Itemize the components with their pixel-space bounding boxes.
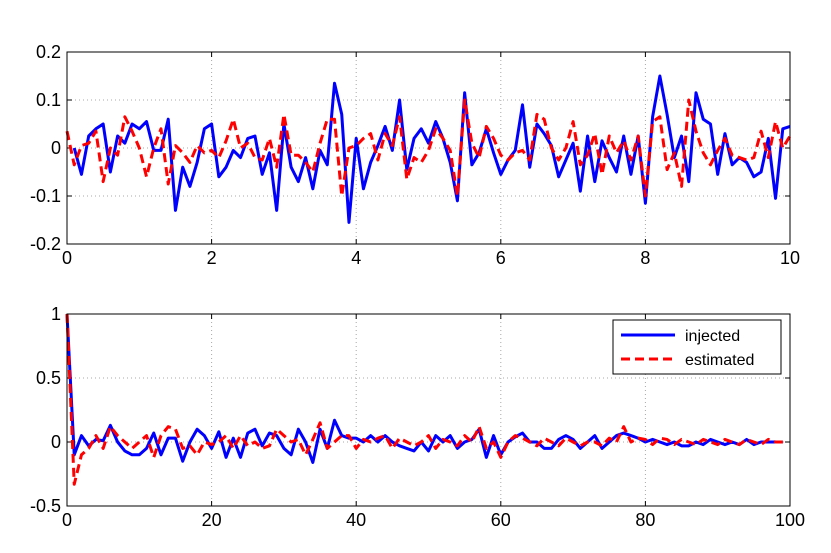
top-y-tick-label: 0.2 (36, 42, 61, 62)
bottom-y-tick-label: -0.5 (30, 496, 61, 516)
top-x-tick-label: 2 (207, 248, 217, 268)
bottom-injected-line (65, 313, 783, 464)
top-y-tick-label: 0 (51, 138, 61, 158)
top-x-tick-label: 8 (640, 248, 650, 268)
bottom-y-tick-label: 1 (51, 304, 61, 324)
top-axes-box (66, 51, 791, 245)
top-x-tick-label: 10 (780, 248, 800, 268)
legend-label-injected: injected (685, 328, 740, 345)
bottom-y-tick-label: 0 (51, 432, 61, 452)
bottom-x-tick-label: 100 (775, 510, 805, 530)
bottom-y-tick-label: 0.5 (36, 368, 61, 388)
top-series-1-line (72, 74, 791, 224)
top-x-tick-label: 4 (351, 248, 361, 268)
top-y-tick-label: -0.1 (30, 186, 61, 206)
legend-label-estimated: estimated (685, 352, 754, 369)
top-plot-panel: 0 2 4 6 8 10 0.2 0.1 0 -0.1 -0.2 (30, 42, 800, 268)
bottom-x-tick-label: 80 (635, 510, 655, 530)
bottom-axes-box (66, 313, 791, 507)
bottom-x-tick-label: 0 (62, 510, 72, 530)
top-x-tick-label: 6 (496, 248, 506, 268)
bottom-x-tick-label: 40 (346, 510, 366, 530)
bottom-legend: injected estimated (612, 319, 782, 375)
legend-box (612, 319, 782, 375)
top-x-tick-label: 0 (62, 248, 72, 268)
top-y-tick-label: -0.2 (30, 234, 61, 254)
bottom-estimated-line (65, 313, 783, 486)
bottom-x-tick-label: 20 (202, 510, 222, 530)
bottom-x-tick-label: 60 (491, 510, 511, 530)
top-y-tick-label: 0.1 (36, 90, 61, 110)
top-series-2-line (65, 98, 792, 198)
